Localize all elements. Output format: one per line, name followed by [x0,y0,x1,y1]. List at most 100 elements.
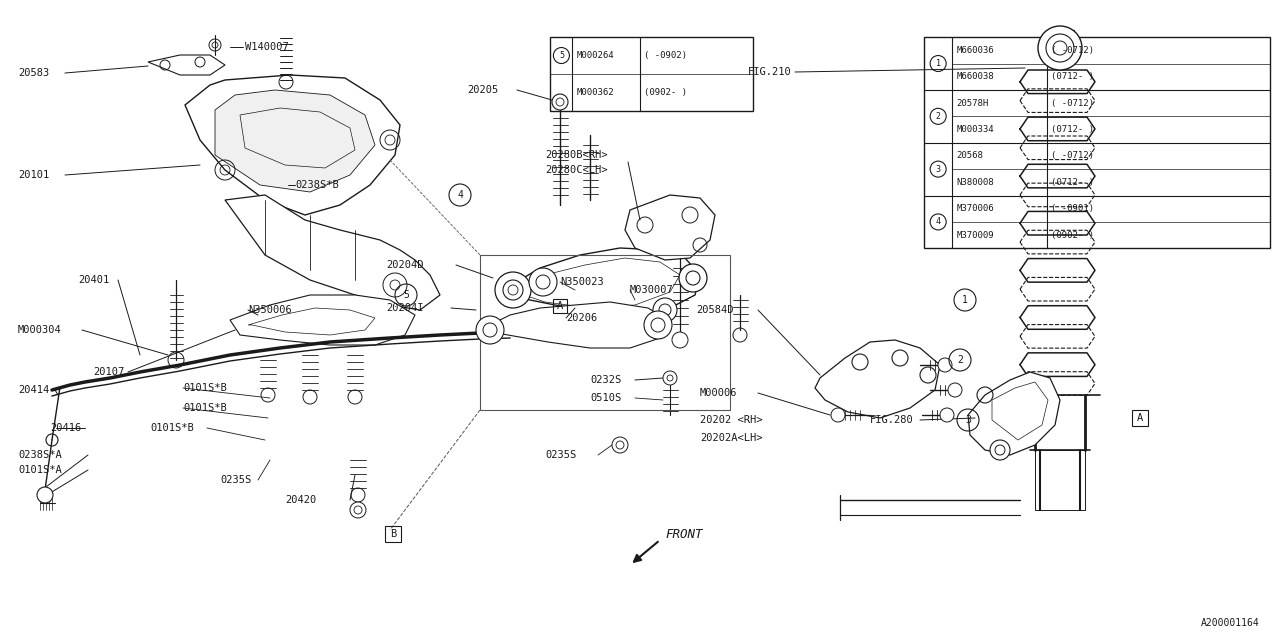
Text: 20202A<LH>: 20202A<LH> [700,433,763,443]
Circle shape [1038,26,1082,70]
Text: (0712- ): (0712- ) [1051,72,1094,81]
Text: A200001164: A200001164 [1201,618,1260,628]
Circle shape [552,94,568,110]
Text: M000304: M000304 [18,325,61,335]
Polygon shape [625,195,716,260]
Text: 20202 <RH>: 20202 <RH> [700,415,763,425]
Text: (0712- ): (0712- ) [1051,125,1094,134]
Text: 0101S*B: 0101S*B [183,383,227,393]
Bar [1053,30,1068,48]
Text: M370009: M370009 [956,230,993,239]
Text: W140007: W140007 [244,42,289,52]
Circle shape [529,268,557,296]
Text: (0712- ): (0712- ) [1051,178,1094,187]
Circle shape [653,298,677,322]
Text: 1: 1 [963,295,968,305]
Text: (0902- ): (0902- ) [644,88,687,97]
Text: 0235S: 0235S [220,475,251,485]
Circle shape [612,437,628,453]
Bar [1036,450,1085,510]
Text: 20204I: 20204I [387,303,424,313]
Text: FIG.280: FIG.280 [870,415,914,425]
Text: M000334: M000334 [956,125,993,134]
Circle shape [672,332,689,348]
Text: 0232S: 0232S [590,375,621,385]
Text: 20280B<RH>: 20280B<RH> [545,150,608,160]
Text: 4: 4 [457,190,463,200]
Text: M000362: M000362 [576,88,614,97]
Text: N380008: N380008 [956,178,993,187]
Text: 20578H: 20578H [956,99,988,108]
Text: M660036: M660036 [956,46,993,55]
Text: 3: 3 [936,164,941,173]
Text: 20584D: 20584D [696,305,733,315]
Circle shape [495,272,531,308]
Text: 20204D: 20204D [387,260,424,270]
Text: 5: 5 [559,51,564,60]
Text: 20420: 20420 [285,495,316,505]
Text: M370006: M370006 [956,204,993,213]
Text: ( -0712): ( -0712) [1051,99,1094,108]
Text: N350006: N350006 [248,305,292,315]
Text: M000264: M000264 [576,51,614,60]
Polygon shape [815,340,940,418]
Text: 0510S: 0510S [590,393,621,403]
Bar [1132,410,1148,426]
Text: 20280C<LH>: 20280C<LH> [545,165,608,175]
Text: 3: 3 [965,415,972,425]
Circle shape [644,311,672,339]
Text: FRONT: FRONT [666,529,703,541]
Circle shape [678,264,707,292]
Text: ( -0901): ( -0901) [1051,204,1094,213]
Polygon shape [215,90,375,192]
Text: ( -0712): ( -0712) [1051,46,1094,55]
Polygon shape [225,195,440,310]
Text: 0101S*B: 0101S*B [150,423,193,433]
Polygon shape [500,248,700,315]
Text: A: A [557,301,563,311]
Text: 0101S*A: 0101S*A [18,465,61,475]
Bar [924,37,1270,248]
Text: 20416: 20416 [50,423,81,433]
Circle shape [37,487,52,503]
Bar [553,299,567,313]
Circle shape [989,440,1010,460]
Circle shape [831,408,845,422]
Text: 2: 2 [936,112,941,121]
Polygon shape [230,295,415,345]
Text: 0101S*B: 0101S*B [183,403,227,413]
Text: 0235S: 0235S [545,450,576,460]
Circle shape [349,502,366,518]
Text: ( -0712): ( -0712) [1051,152,1094,161]
Text: 2: 2 [957,355,963,365]
Circle shape [663,371,677,385]
Text: 1: 1 [936,59,941,68]
Polygon shape [186,75,399,215]
Text: 4: 4 [936,218,941,227]
Circle shape [940,408,954,422]
Bar [550,37,753,111]
Text: 20414: 20414 [18,385,49,395]
Bar [480,255,730,410]
Text: 20107: 20107 [93,367,124,377]
Text: 5: 5 [403,290,408,300]
Polygon shape [968,372,1060,455]
Circle shape [948,383,963,397]
Text: M00006: M00006 [700,388,737,398]
Text: 20568: 20568 [956,152,983,161]
Text: A: A [1137,413,1143,423]
Bar [385,526,401,542]
Circle shape [938,358,952,372]
Polygon shape [480,302,668,348]
Text: FIG.210: FIG.210 [748,67,792,77]
Text: 20206: 20206 [566,313,598,323]
Text: 20583: 20583 [18,68,49,78]
Text: N350023: N350023 [561,277,604,287]
Polygon shape [148,55,225,75]
Text: 0238S*A: 0238S*A [18,450,61,460]
Text: B: B [390,529,396,539]
Text: M030007: M030007 [630,285,673,295]
Text: ( -0902): ( -0902) [644,51,687,60]
Text: (0902- ): (0902- ) [1051,230,1094,239]
Text: 0238S*B: 0238S*B [294,180,339,190]
